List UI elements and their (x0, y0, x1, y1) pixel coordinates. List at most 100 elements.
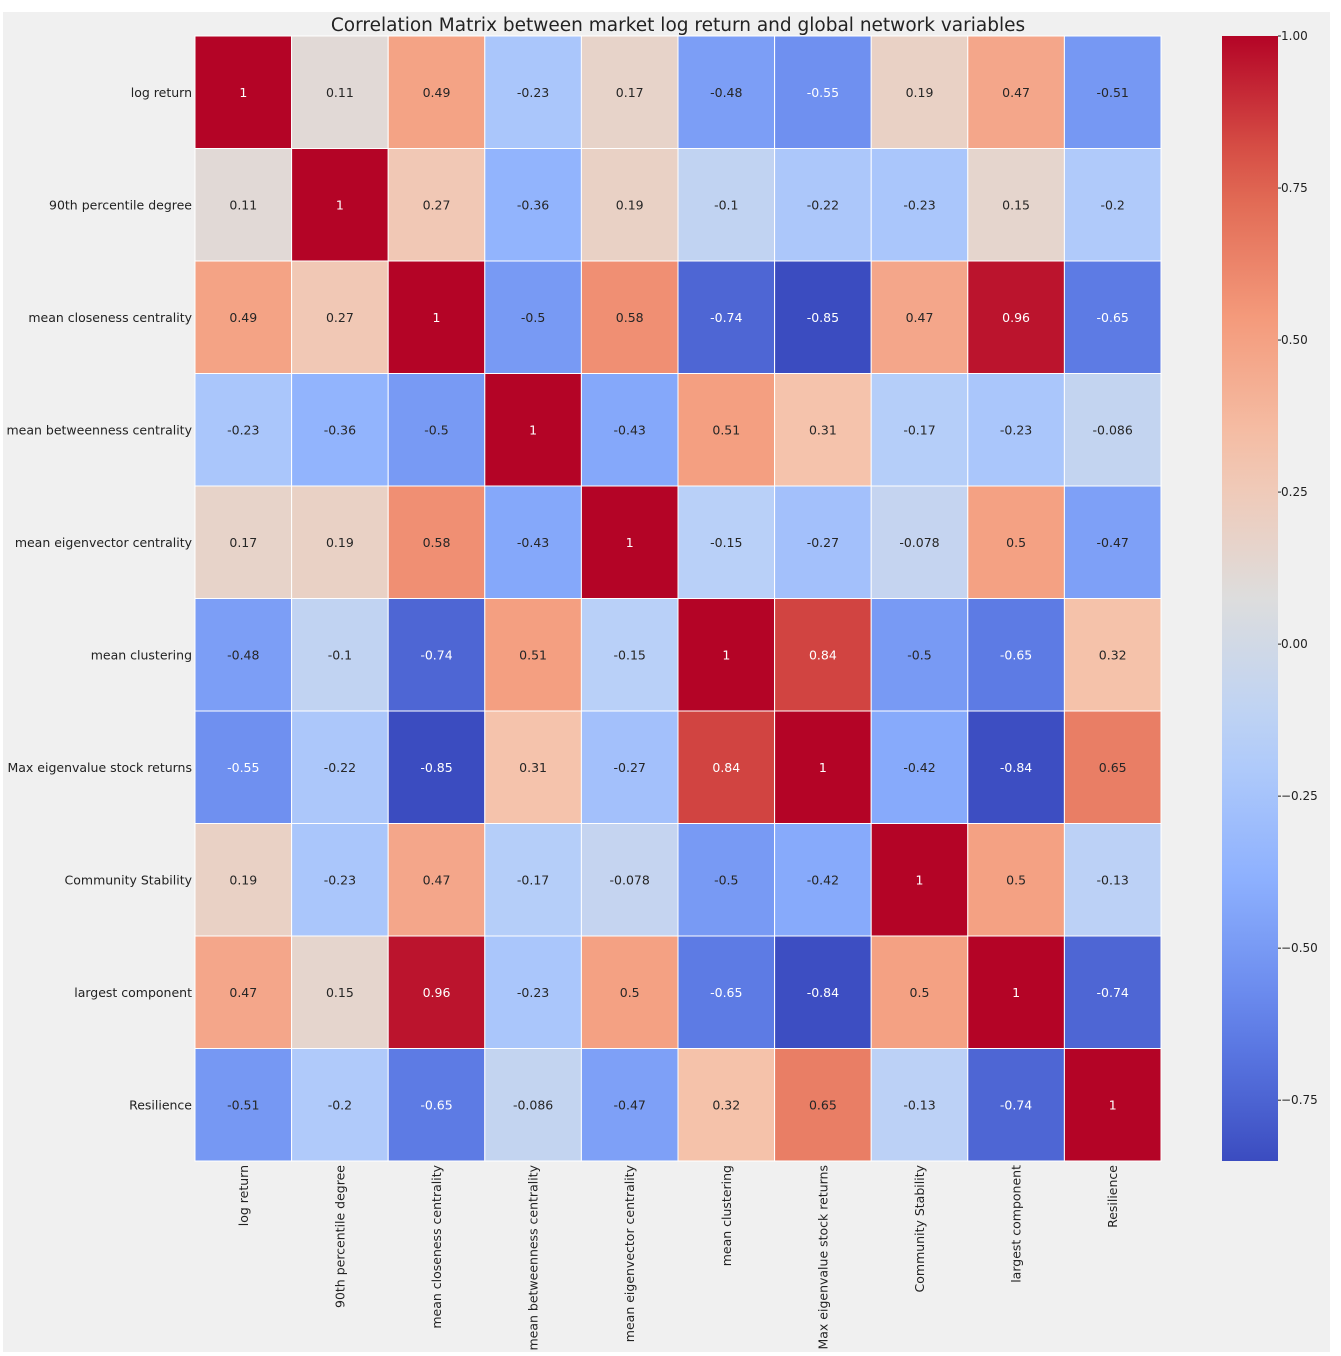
heatmap-cell (1063, 485, 1162, 599)
heatmap-cell (967, 260, 1065, 374)
cell-value-label: -0.27 (614, 760, 646, 775)
cell-value-label: 0.31 (519, 760, 547, 775)
heatmap-cell (580, 823, 679, 937)
cell-value-label: -0.5 (714, 872, 738, 887)
y-tick-label: Community Stability (65, 872, 193, 887)
x-tick-label: mean eigenvector centrality (622, 1164, 637, 1342)
cell-value-label: -0.13 (1097, 872, 1129, 887)
cell-value-label: 0.19 (906, 85, 934, 100)
cell-value-label: -0.51 (1097, 85, 1129, 100)
cell-value-label: 0.84 (809, 647, 837, 662)
colorbar-tick-label: 0.25 (1281, 485, 1308, 499)
colorbar-tick-label: 0.00 (1281, 637, 1308, 651)
cell-value-label: -0.65 (710, 985, 742, 1000)
cell-value-label: -0.74 (420, 647, 452, 662)
cell-value-label: -0.85 (420, 760, 452, 775)
heatmap-cell (580, 485, 679, 599)
heatmap-cell (484, 35, 582, 149)
cell-value-label: 1 (529, 422, 537, 437)
heatmap-cell (870, 1048, 969, 1162)
cell-value-label: -0.42 (807, 872, 839, 887)
heatmap-cell (677, 373, 776, 487)
colorbar-tick-label: 1.00 (1281, 29, 1308, 43)
cell-value-label: 0.17 (616, 85, 644, 100)
cell-value-label: -0.17 (517, 872, 549, 887)
heatmap-cell (580, 373, 679, 487)
cell-value-label: -0.27 (807, 535, 839, 550)
cell-value-label: -0.43 (517, 535, 549, 550)
cell-value-label: -0.23 (324, 872, 356, 887)
y-tick-label: Max eigenvalue stock returns (7, 760, 192, 775)
cell-value-label: -0.23 (517, 85, 549, 100)
heatmap-cell (580, 935, 679, 1049)
cell-annotations: 1 0.11 0.49 -0.23 0.17 -0.48 -0.55 0.19 0.47 -0.5… (227, 85, 1133, 1113)
chart-title: Correlation Matrix between market log re… (331, 15, 1025, 36)
cell-value-label: 0.32 (712, 1097, 740, 1112)
y-tick-label: mean closeness centrality (28, 310, 192, 325)
heatmap-cell (774, 710, 872, 824)
heatmap-cell (387, 35, 486, 149)
y-tick-label: log return (131, 85, 192, 100)
heatmap-cell (774, 35, 872, 149)
y-tick-label: Resilience (129, 1097, 192, 1112)
cell-value-label: -0.15 (614, 647, 646, 662)
heatmap-cell (774, 148, 872, 262)
heatmap-cell (484, 373, 582, 487)
cell-value-label: -0.84 (807, 985, 839, 1000)
heatmap-cell (870, 373, 969, 487)
cell-value-label: 0.27 (423, 197, 451, 212)
heatmap-cell (774, 935, 872, 1049)
heatmap-cell (677, 598, 776, 712)
heatmap-cell (677, 1048, 776, 1162)
heatmap-cell (967, 823, 1065, 937)
cell-value-label: 0.84 (712, 760, 740, 775)
heatmap-cell (194, 1048, 293, 1162)
x-tick-label: mean clustering (719, 1165, 734, 1266)
heatmap-cell (484, 1048, 582, 1162)
cell-value-label: 0.51 (519, 647, 547, 662)
x-tick-label: largest component (1009, 1165, 1024, 1283)
cell-value-label: 1 (1012, 985, 1020, 1000)
heatmap-cell (484, 260, 582, 374)
cell-value-label: 0.47 (1002, 85, 1030, 100)
cell-value-label: -0.74 (710, 310, 742, 325)
cell-value-label: 0.17 (229, 535, 257, 550)
heatmap-cell (870, 485, 969, 599)
x-tick-label: Community Stability (912, 1164, 927, 1292)
cell-value-label: 0.27 (326, 310, 354, 325)
heatmap-cell (677, 823, 776, 937)
heatmap-cell (1063, 710, 1162, 824)
cell-value-label: -0.22 (324, 760, 356, 775)
x-tick-label: mean betweenness centrality (526, 1164, 541, 1350)
heatmap-cell (387, 1048, 486, 1162)
colorbar-tick-label: 0.75 (1281, 181, 1308, 195)
colorbar-tick-label: −0.25 (1281, 789, 1318, 803)
cell-value-label: -0.84 (1000, 760, 1032, 775)
x-axis-labels: log return 90th percentile degree mean clo… (236, 1164, 1120, 1350)
cell-value-label: -0.42 (903, 760, 935, 775)
cell-value-label: -0.23 (517, 985, 549, 1000)
heatmap-cell (967, 935, 1065, 1049)
colorbar-ticks: 1.00 0.75 0.50 0.25 0.00 −0.25 −0.50 −0.75 (1278, 29, 1318, 1107)
heatmap-cell (387, 598, 486, 712)
heatmap-cell (1063, 35, 1162, 149)
cell-value-label: -0.086 (513, 1097, 553, 1112)
cell-value-label: -0.1 (328, 647, 352, 662)
cell-value-label: -0.48 (710, 85, 742, 100)
heatmap-cell (1063, 935, 1162, 1049)
x-tick-label: Max eigenvalue stock returns (815, 1165, 830, 1350)
heatmap-cell (291, 1048, 389, 1162)
heatmap-cells (194, 35, 1162, 1162)
cell-value-label: 0.47 (423, 872, 451, 887)
heatmap-cell (484, 710, 582, 824)
cell-value-label: 0.19 (616, 197, 644, 212)
heatmap-cell (1063, 260, 1162, 374)
cell-value-label: -0.55 (807, 85, 839, 100)
cell-value-label: -0.85 (807, 310, 839, 325)
cell-value-label: 0.31 (809, 422, 837, 437)
heatmap-cell (967, 373, 1065, 487)
cell-value-label: -0.5 (907, 647, 931, 662)
heatmap-cell (1063, 823, 1162, 937)
cell-value-label: 0.58 (616, 310, 644, 325)
